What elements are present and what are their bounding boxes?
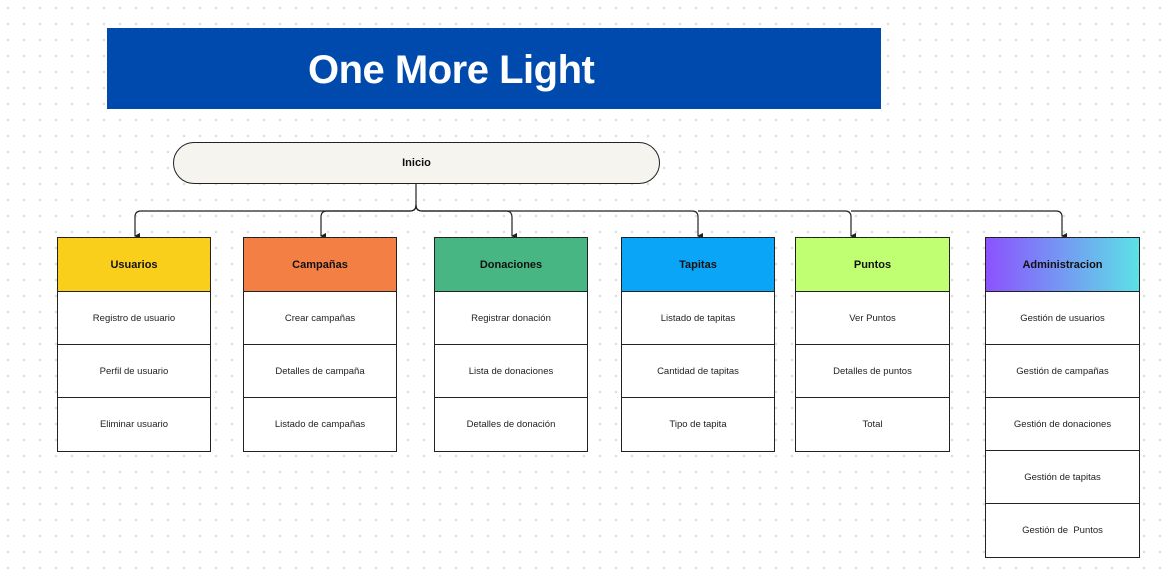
column-item: Registrar donación: [435, 292, 587, 345]
root-node-inicio: Inicio: [173, 142, 660, 184]
connector-puntos: [698, 210, 856, 239]
column-item: Listado de tapitas: [622, 292, 774, 345]
column-campanas: Campañas Crear campañas Detalles de camp…: [243, 237, 397, 452]
column-item: Gestión de campañas: [986, 345, 1139, 398]
column-header: Tapitas: [622, 238, 774, 292]
column-tapitas: Tapitas Listado de tapitas Cantidad de t…: [621, 237, 775, 452]
column-header: Campañas: [244, 238, 396, 292]
column-item: Total: [862, 419, 883, 430]
column-item: Detalles de campaña: [244, 345, 396, 398]
column-header: Puntos: [796, 238, 949, 292]
column-administracion: Administracion Gestión de usuarios Gesti…: [985, 237, 1140, 558]
column-header: Administracion: [986, 238, 1139, 292]
column-item: Gestión de donaciones: [986, 398, 1139, 451]
column-donaciones: Donaciones Registrar donación Lista de d…: [434, 237, 588, 452]
column-item: Tipo de tapita: [669, 419, 727, 430]
column-item: Eliminar usuario: [99, 419, 169, 430]
column-item: Cantidad de tapitas: [622, 345, 774, 398]
column-item: Lista de donaciones: [435, 345, 587, 398]
connector-campanas: [320, 204, 417, 239]
column-header: Donaciones: [435, 238, 587, 292]
column-item: Detalles de donación: [466, 419, 556, 430]
column-header: Usuarios: [58, 238, 210, 292]
connector-trunk: [134, 183, 417, 239]
page-title: One More Light: [308, 48, 595, 92]
column-item: Registro de usuario: [58, 292, 210, 345]
connector-donaciones: [415, 204, 517, 239]
column-item: Listado de campañas: [274, 419, 366, 430]
column-item: Detalles de puntos: [796, 345, 949, 398]
column-item: Gestión de Puntos: [1022, 525, 1103, 536]
column-item: Perfil de usuario: [58, 345, 210, 398]
column-item: Ver Puntos: [796, 292, 949, 345]
column-item: Gestión de usuarios: [986, 292, 1139, 345]
connector-tapitas: [415, 204, 703, 239]
column-puntos: Puntos Ver Puntos Detalles de puntos Tot…: [795, 237, 950, 452]
column-item: Gestión de tapitas: [986, 451, 1139, 504]
column-item: Crear campañas: [244, 292, 396, 345]
title-banner: [107, 28, 881, 109]
column-usuarios: Usuarios Registro de usuario Perfil de u…: [57, 237, 211, 452]
connector-administracion: [851, 210, 1067, 239]
